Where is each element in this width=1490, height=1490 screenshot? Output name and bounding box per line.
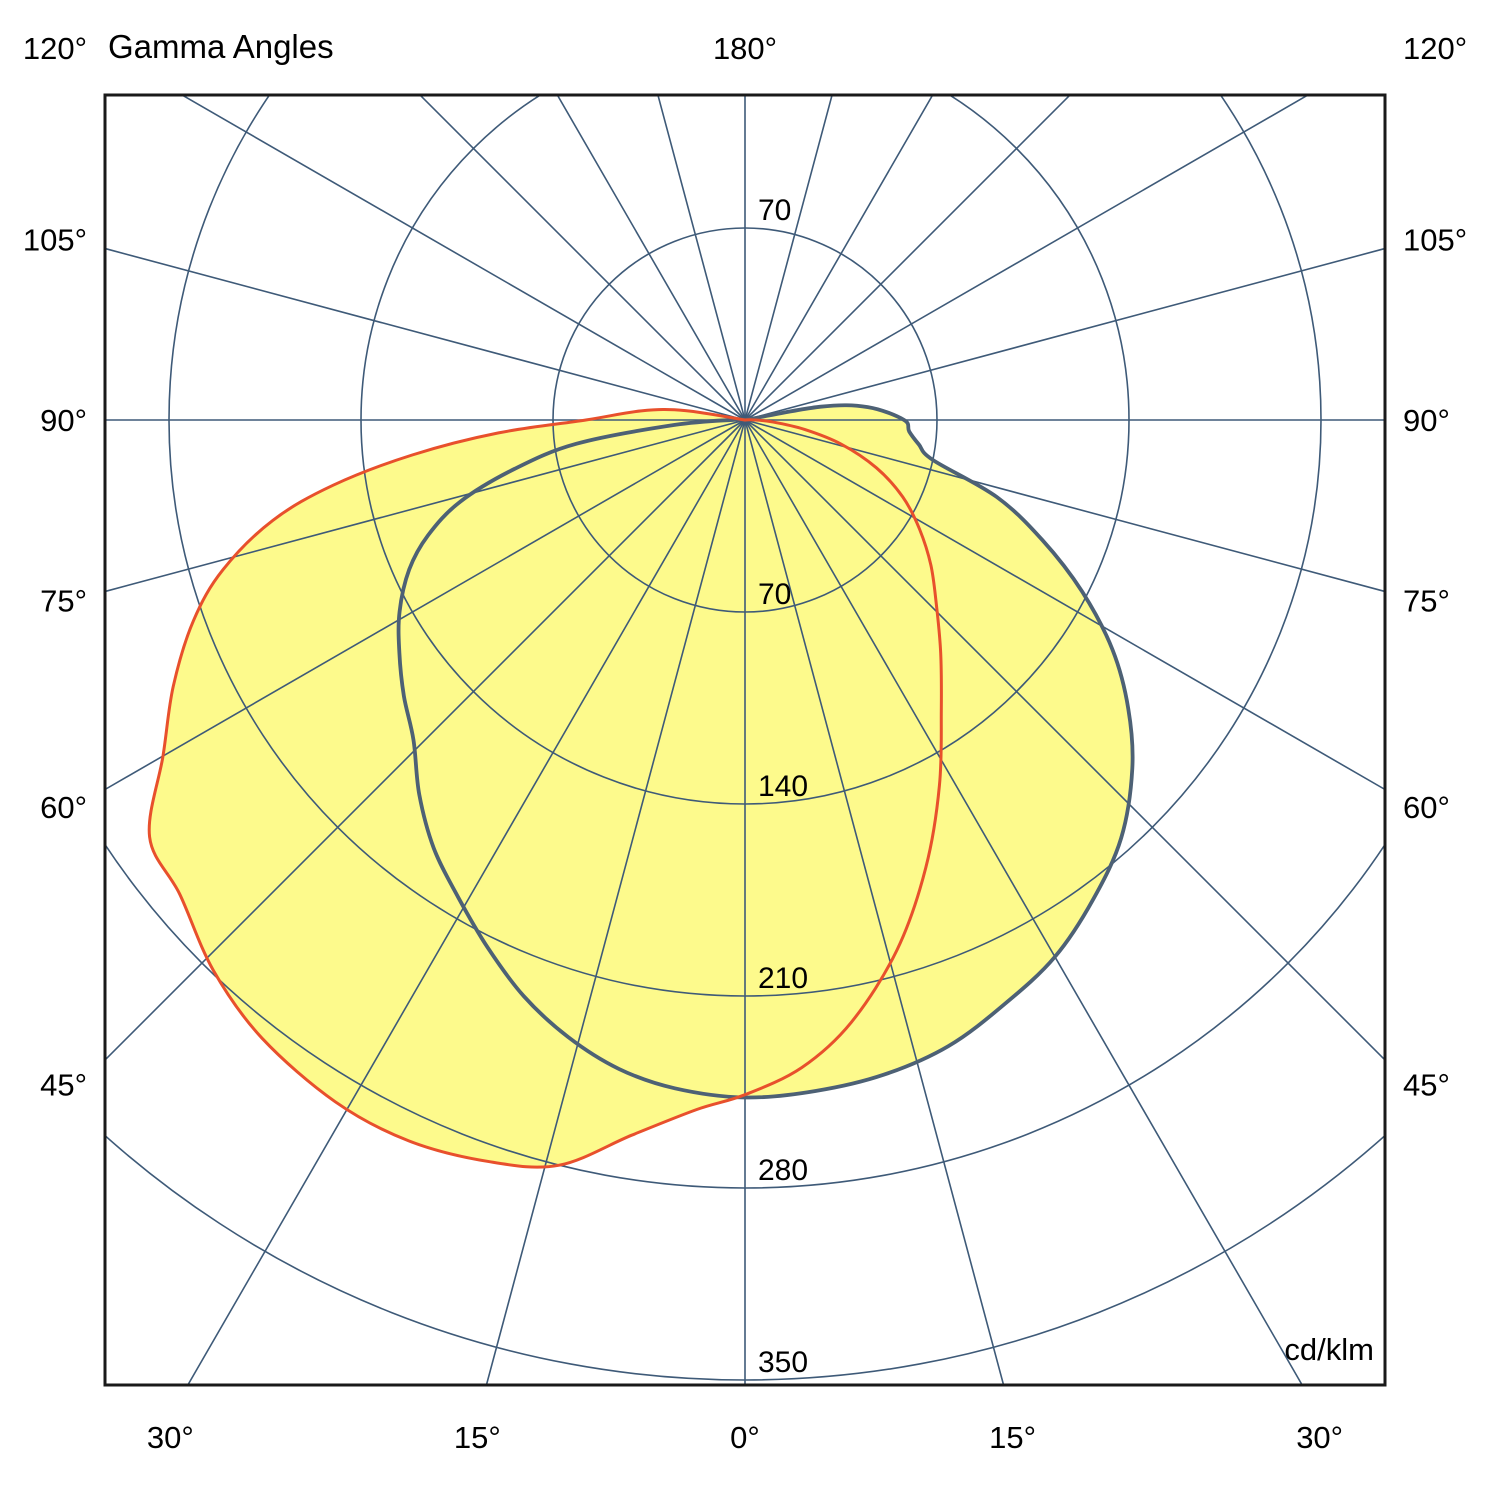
radial-tick-label-140: 140 [758,770,808,803]
grid-ray-240 [180,95,746,421]
grid-ray-135 [744,95,1072,421]
grid-ray-105 [744,247,1385,421]
grid-ray-345 [485,419,746,1385]
grid-ray-30 [744,419,1304,1385]
grid-ray-285 [105,419,746,593]
grid-ray-45 [744,419,1385,1062]
grid-ray-15 [744,419,1005,1385]
angle-label-left-75: 75° [40,584,87,619]
grid-ray-75 [744,419,1385,593]
angle-label-bottom-15: 15° [989,1420,1036,1455]
angle-label-right-90: 90° [1403,403,1450,438]
unit-label: cd/klm [1284,1332,1374,1367]
angle-label-bottom-30: 30° [1296,1420,1343,1455]
angle-label-bottom-0: 0° [730,1420,760,1455]
angle-label-bottom-neg30: 30° [147,1420,194,1455]
grid-ray-60 [744,419,1385,791]
grid-ray-195 [657,95,746,421]
grid-ray-120 [744,95,1310,421]
angle-label-top-180: 180° [713,31,777,66]
distribution-fill-plane-C90-C270 [398,405,1133,1098]
angle-label-right-75: 75° [1403,584,1450,619]
angle-label-bottom-neg15: 15° [454,1420,501,1455]
grid-ray-255 [105,247,746,421]
angle-label-left-60: 60° [40,790,87,825]
chart-title: Gamma Angles [108,28,334,65]
grid-ray-300 [105,419,746,791]
grid-ray-225 [418,95,746,421]
angle-label-left-90: 90° [40,403,87,438]
angle-label-right-105: 105° [1403,222,1467,257]
grid-ray-330 [186,419,746,1385]
angle-label-left-120: 120° [23,31,87,66]
distribution-curve-plane-C0-C180 [147,408,943,1169]
angle-label-right-120: 120° [1403,31,1467,66]
radial-tick-label-280: 280 [758,1154,808,1187]
angle-label-right-60: 60° [1403,790,1450,825]
distribution-curve-plane-C90-C270 [396,403,1135,1100]
radial-tick-label-70: 70 [758,578,791,611]
grid-ray-150 [744,95,934,421]
grid-ray-315 [105,419,746,1062]
radial-tick-label-210: 210 [758,962,808,995]
angle-label-left-105: 105° [23,222,87,257]
angle-label-left-45: 45° [40,1068,87,1103]
radial-tick-label-top-70: 70 [758,194,791,227]
grid-ray-165 [744,95,833,421]
plot-frame [103,93,1387,1387]
angle-label-right-45: 45° [1403,1068,1450,1103]
radial-tick-label-350: 350 [758,1346,808,1379]
grid-ray-210 [556,95,746,421]
